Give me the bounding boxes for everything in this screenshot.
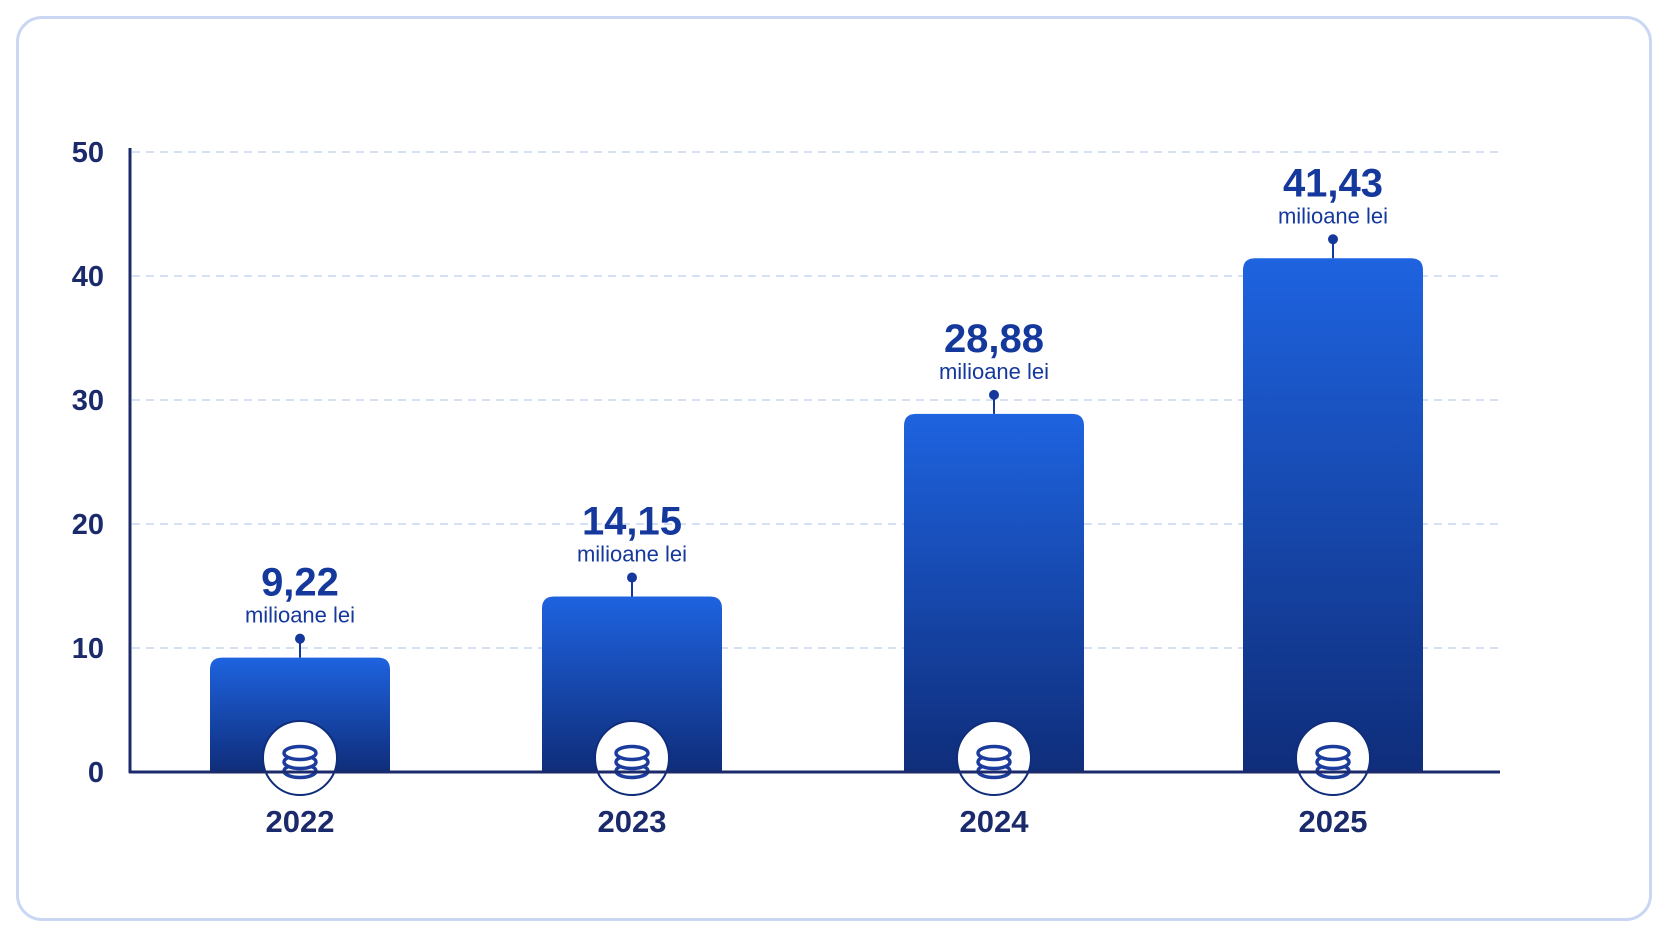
data-label-unit: milioane lei	[939, 359, 1049, 384]
x-tick-label: 2024	[960, 804, 1030, 839]
y-tick-label: 0	[88, 757, 104, 789]
data-label-value: 28,88	[944, 317, 1044, 361]
x-tick-label: 2023	[598, 804, 667, 839]
leader-dot	[1328, 234, 1338, 245]
data-label-value: 14,15	[582, 500, 682, 544]
y-tick-label: 40	[72, 261, 104, 293]
leader-dot	[295, 633, 305, 644]
bars	[210, 234, 1423, 796]
leader-dot	[627, 572, 637, 583]
y-tick-label: 20	[72, 509, 104, 541]
coin-stack-icon	[956, 720, 1032, 796]
bar-2023	[542, 596, 722, 772]
coin-stack-icon	[1295, 720, 1371, 796]
x-tick-label: 2025	[1299, 804, 1368, 839]
data-label-value: 9,22	[261, 561, 339, 605]
y-tick-label: 30	[72, 385, 104, 417]
bar-2025	[1243, 258, 1423, 772]
data-label-unit: milioane lei	[577, 542, 687, 567]
leader-dot	[989, 389, 999, 400]
y-tick-label: 10	[72, 633, 104, 665]
data-label-unit: milioane lei	[1278, 203, 1388, 228]
bar-2024	[904, 413, 1084, 772]
axes	[128, 148, 1500, 774]
data-label-value: 41,43	[1283, 161, 1383, 205]
bar-2022	[210, 657, 390, 772]
y-tick-label: 50	[72, 137, 104, 169]
x-tick-label: 2022	[266, 804, 335, 839]
coin-stack-icon	[262, 720, 338, 796]
coin-stack-icon	[594, 720, 670, 796]
data-label-unit: milioane lei	[245, 603, 355, 628]
